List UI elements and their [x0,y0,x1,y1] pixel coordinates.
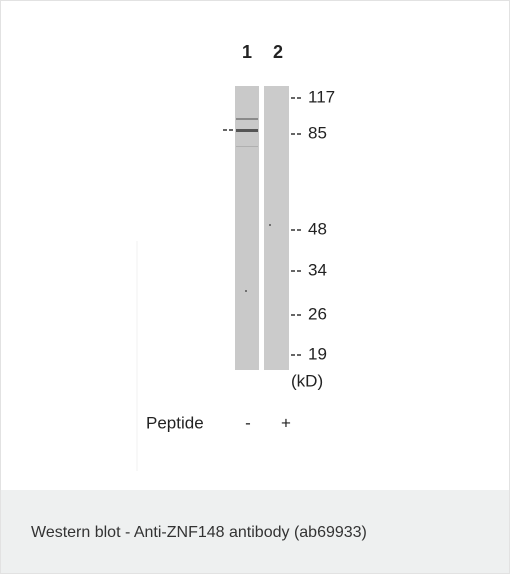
blot-figure: 1 2 117 85 48 34 26 19 (kD) Peptide - + [1,1,509,490]
marker-label: 117 [308,87,335,106]
band [236,118,258,120]
marker-label: 26 [308,304,327,323]
caption-area: Western blot - Anti-ZNF148 antibody (ab6… [1,490,509,573]
lane [264,86,289,370]
speck [245,290,247,292]
marker-label: 48 [308,219,327,238]
lane-label: 1 [242,42,252,62]
caption: Western blot - Anti-ZNF148 antibody (ab6… [31,524,367,542]
speck [269,224,271,226]
marker-label: 34 [308,260,327,279]
peptide-label: Peptide [146,413,204,432]
peptide-sign: + [281,413,291,432]
marker-label: 85 [308,123,327,142]
band [236,129,258,132]
peptide-sign: - [245,413,251,432]
lane-label: 2 [273,42,283,62]
marker-label: 19 [308,344,327,363]
figure-card: 1 2 117 85 48 34 26 19 (kD) Peptide - + Weste… [0,0,510,574]
lane [235,86,259,370]
band [236,146,258,147]
unit-label: (kD) [291,371,323,390]
marker-list: 117 85 48 34 26 19 [291,87,335,363]
